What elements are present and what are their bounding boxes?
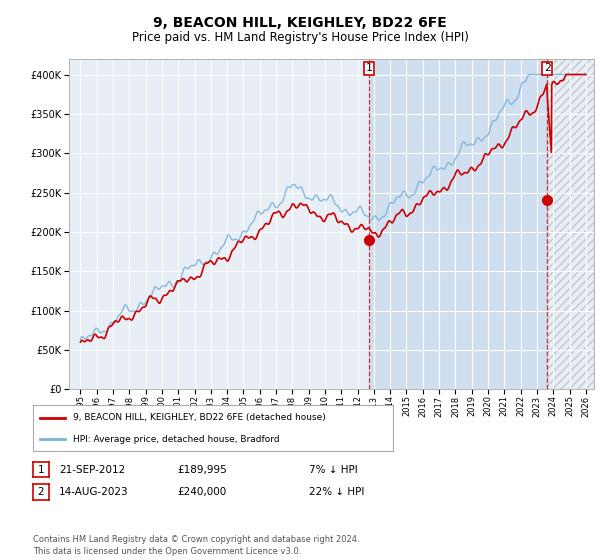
Text: 22% ↓ HPI: 22% ↓ HPI xyxy=(309,487,364,497)
Text: 14-AUG-2023: 14-AUG-2023 xyxy=(59,487,128,497)
Text: 1: 1 xyxy=(366,63,373,73)
Bar xyxy=(547,59,594,389)
Text: £240,000: £240,000 xyxy=(177,487,226,497)
Text: 2: 2 xyxy=(544,63,550,73)
Text: Contains HM Land Registry data © Crown copyright and database right 2024.
This d: Contains HM Land Registry data © Crown c… xyxy=(33,535,359,556)
Bar xyxy=(547,59,594,389)
Bar xyxy=(370,59,547,389)
Text: 21-SEP-2012: 21-SEP-2012 xyxy=(59,465,125,474)
Text: 2: 2 xyxy=(37,487,44,497)
Text: 1: 1 xyxy=(37,465,44,474)
Text: 7% ↓ HPI: 7% ↓ HPI xyxy=(309,465,358,474)
Text: 9, BEACON HILL, KEIGHLEY, BD22 6FE (detached house): 9, BEACON HILL, KEIGHLEY, BD22 6FE (deta… xyxy=(73,413,325,422)
Text: HPI: Average price, detached house, Bradford: HPI: Average price, detached house, Brad… xyxy=(73,435,279,444)
Text: 9, BEACON HILL, KEIGHLEY, BD22 6FE: 9, BEACON HILL, KEIGHLEY, BD22 6FE xyxy=(153,16,447,30)
Text: £189,995: £189,995 xyxy=(177,465,227,474)
Text: Price paid vs. HM Land Registry's House Price Index (HPI): Price paid vs. HM Land Registry's House … xyxy=(131,31,469,44)
